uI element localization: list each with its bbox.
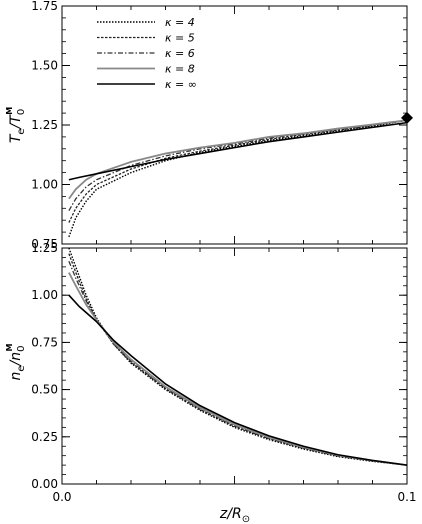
density-series-line-2 (68, 260, 408, 466)
density-series-line-3 (68, 272, 408, 467)
temperature-y-tick-label: 1.00 (31, 178, 58, 192)
density-plot-frame (61, 247, 408, 485)
temperature-y-tick-label: 0.75 (31, 237, 58, 251)
temperature-series-line-2 (68, 119, 408, 212)
density-y-tick-label: 0.50 (31, 383, 58, 397)
density-y-tick-label: 1.25 (31, 241, 58, 255)
density-y-axis-label: ne/n0M (5, 343, 27, 380)
temperature-series-group (68, 111, 413, 238)
temperature-y-axis-label: Te/T0M (5, 107, 27, 143)
legend-label-3: κ = 8 (165, 63, 195, 76)
density-panel: 0.00 0.25 0.50 0.75 1.00 1.25 0.0 0.1 ne/n0M z/… (5, 241, 417, 524)
temperature-series-line-0 (68, 119, 408, 238)
temperature-y-tick-label: 1.75 (31, 0, 58, 13)
legend-label-0: κ = 4 (165, 16, 195, 29)
temperature-series-line-4 (68, 121, 408, 181)
legend-label-2: κ = 6 (165, 47, 195, 60)
density-y-tick-label: 0.25 (31, 430, 58, 444)
temperature-series-line-3 (68, 119, 408, 200)
x-axis-label: z/R⊙ (219, 506, 250, 524)
legend-label-4: κ = ∞ (165, 78, 197, 91)
density-series-line-1 (68, 253, 408, 466)
x-tick-label: 0.1 (397, 490, 416, 504)
density-y-tick-label: 1.00 (31, 288, 58, 302)
density-y-tick-label: 0.00 (31, 477, 58, 491)
temperature-panel: 0.751.001.251.501.75 κ = 4κ = 5κ = 6κ = … (5, 0, 413, 251)
temperature-ticks: 0.75 1.00 1.25 1.50 1.75 (31, 0, 408, 251)
density-series-line-0 (68, 247, 408, 466)
x-tick-label: 0.0 (52, 490, 71, 504)
temperature-plot-frame (61, 5, 408, 245)
temperature-y-tick-label: 1.50 (31, 59, 58, 73)
density-ticks: 0.00 0.25 0.50 0.75 1.00 1.25 0.0 0.1 (31, 241, 416, 504)
temperature-y-tick-label: 1.25 (31, 118, 58, 132)
density-series-group (68, 247, 408, 467)
density-series-line-4 (68, 294, 408, 466)
legend: κ = 4 κ = 5 κ = 6 κ = 8 κ = ∞ (97, 16, 197, 91)
density-y-tick-label: 0.75 (31, 335, 58, 349)
temperature-series-line-1 (68, 119, 408, 223)
legend-label-1: κ = 5 (165, 32, 195, 45)
